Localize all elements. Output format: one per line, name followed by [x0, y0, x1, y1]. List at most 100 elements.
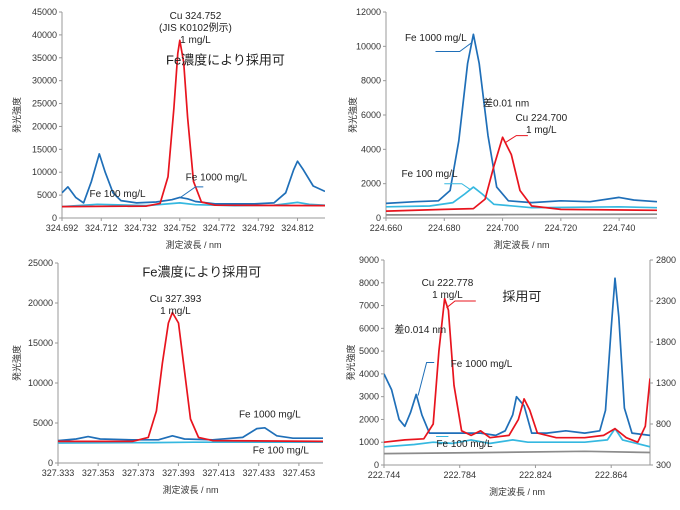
c1-annotation-2: Cu 224.700 1 mg/L [515, 113, 567, 136]
c1-y-axis-label: 発光強度 [347, 97, 358, 133]
c0-annotation-line: Fe濃度により採用可 [166, 53, 285, 68]
c1-series-line-3 [386, 213, 657, 216]
c3-annotation-line: 1 mg/L [432, 290, 463, 301]
c3-x-tick-label: 222.744 [368, 470, 401, 480]
c3-x-tick-label: 222.784 [443, 470, 476, 480]
c3-y-tick-label: 5000 [359, 346, 379, 356]
c3-y-tick-label: 2000 [359, 414, 379, 424]
c3-series-line-2 [384, 427, 650, 448]
c1-series-group [386, 33, 657, 216]
c0-series-line-0 [62, 39, 325, 208]
c3-y-tick-label: 4000 [359, 369, 379, 379]
c1-leader-line-0 [435, 42, 472, 52]
c3-y-tick-label: 7000 [359, 301, 379, 311]
c2-x-tick-label: 327.453 [283, 468, 316, 478]
c0-series-line-1 [62, 153, 325, 205]
c2-axes: 0 5000 10000 15000 20000 25000 327.333 327.353 3… [11, 258, 323, 495]
c0-annotation-line: Cu 324.752 [170, 11, 222, 22]
c0-leader-line-0 [179, 186, 204, 199]
c1-y-tick-label: 0 [376, 213, 381, 223]
c1-y-tick-label: 10000 [356, 41, 381, 51]
c3-leader-line-1 [417, 362, 435, 396]
c2-x-tick-label: 327.353 [82, 468, 115, 478]
c2-series-line-1 [58, 426, 323, 442]
c2-annotation-2: Fe 1000 mg/L [239, 409, 301, 420]
c1-y-tick-label: 6000 [361, 110, 381, 120]
c1-leader-line-1 [505, 135, 528, 143]
c2-series-group [58, 311, 323, 444]
chart-cu-324-752: 0 5000 10000 15000 20000 25000 30000 35000 40000… [11, 7, 325, 250]
c0-annotation-0: Cu 324.752 (JIS K0102例示) 1 mg/L [159, 11, 232, 46]
c3-annotation-0: Cu 222.778 1 mg/L [422, 278, 474, 301]
c1-x-tick-label: 224.740 [603, 223, 636, 233]
c3-annotation-line: Cu 222.778 [422, 278, 474, 289]
c2-y-tick-label: 15000 [28, 338, 53, 348]
chart-cu-222-778: 0 1000 2000 3000 4000 5000 6000 7000 8000 9000 300… [345, 255, 676, 497]
c3-annotation-1: 採用可 [502, 289, 541, 304]
c3-y-tick-label: 8000 [359, 278, 379, 288]
c0-annotation-1: Fe濃度により採用可 [166, 53, 285, 68]
c0-annotation-line: (JIS K0102例示) [159, 21, 232, 34]
c2-series-line-0 [58, 311, 323, 443]
c2-annotation-3: Fe 100 mg/L [253, 445, 310, 456]
c0-annotation-3: Fe 100 mg/L [89, 189, 146, 200]
c2-y-tick-label: 0 [48, 458, 53, 468]
c2-x-tick-label: 327.433 [242, 468, 275, 478]
c1-annotation-1: 差0.01 nm [483, 96, 529, 109]
c1-annotation-line: Fe 1000 mg/L [405, 33, 467, 44]
c3-series-group [384, 277, 650, 455]
c1-annotation-line: 1 mg/L [526, 125, 557, 136]
c0-x-tick-label: 324.712 [85, 223, 118, 233]
c0-y-tick-label: 0 [52, 213, 57, 223]
c1-x-tick-label: 224.700 [486, 223, 519, 233]
c2-y-tick-label: 5000 [33, 418, 53, 428]
c2-annotation-0: Fe濃度により採用可 [142, 265, 261, 280]
c1-y-tick-label: 8000 [361, 76, 381, 86]
c0-y-tick-label: 45000 [32, 7, 57, 17]
c0-y-tick-label: 40000 [32, 30, 57, 40]
c3-y2-tick-label: 2800 [656, 255, 676, 265]
c2-x-tick-label: 327.373 [122, 468, 155, 478]
c0-series-group [62, 39, 325, 208]
c0-series-line-2 [62, 201, 325, 208]
c0-x-tick-label: 324.732 [124, 223, 157, 233]
c1-series-line-2 [386, 186, 657, 209]
c3-y-axis-label: 発光強度 [345, 344, 356, 380]
c3-series-line-1 [384, 277, 650, 437]
c1-y-tick-label: 4000 [361, 144, 381, 154]
c0-annotation-line: Fe 100 mg/L [89, 189, 146, 200]
c2-annotation-line: Fe 100 mg/L [253, 445, 310, 456]
c2-annotation-line: Fe濃度により採用可 [142, 265, 261, 280]
c1-x-tick-label: 224.720 [545, 223, 578, 233]
c3-annotation-2: 差0.014 nm [394, 323, 446, 336]
c2-annotation-line: Cu 327.393 [150, 294, 202, 305]
c2-x-tick-label: 327.393 [162, 468, 195, 478]
c3-series-line-0 [384, 297, 650, 444]
c0-x-tick-label: 324.752 [163, 223, 196, 233]
c3-annotation-line: 差0.014 nm [394, 323, 446, 336]
c3-x-tick-label: 222.824 [519, 470, 552, 480]
c0-y-tick-label: 30000 [32, 76, 57, 86]
c3-y-tick-label: 3000 [359, 392, 379, 402]
c1-x-axis-label: 測定波長 / nm [493, 239, 549, 250]
c3-y-tick-label: 1000 [359, 437, 379, 447]
c1-annotation-3: Fe 100 mg/L [401, 169, 458, 180]
c2-annotation-line: Fe 1000 mg/L [239, 409, 301, 420]
c2-x-axis-label: 測定波長 / nm [162, 484, 218, 495]
c3-axes: 0 1000 2000 3000 4000 5000 6000 7000 8000 9000 300… [345, 255, 676, 497]
c0-y-tick-label: 35000 [32, 53, 57, 63]
c3-x-axis-label: 測定波長 / nm [489, 486, 545, 497]
c1-leader-line-2 [444, 183, 471, 191]
c0-annotation-line: Fe 1000 mg/L [186, 172, 248, 183]
c2-annotation-1: Cu 327.393 1 mg/L [150, 294, 202, 317]
c1-y-tick-label: 12000 [356, 7, 381, 17]
c0-y-tick-label: 15000 [32, 144, 57, 154]
c3-annotation-line: Fe 100 mg/L [436, 439, 493, 450]
c1-annotation-line: Cu 224.700 [515, 113, 567, 124]
c2-y-tick-label: 25000 [28, 258, 53, 268]
c0-x-tick-label: 324.812 [281, 223, 314, 233]
c2-y-tick-label: 20000 [28, 298, 53, 308]
c1-axes: 0 2000 4000 6000 8000 10000 12000 224.660 224.68… [347, 7, 657, 250]
c1-annotation-0: Fe 1000 mg/L [405, 33, 467, 44]
c0-y-tick-label: 10000 [32, 167, 57, 177]
